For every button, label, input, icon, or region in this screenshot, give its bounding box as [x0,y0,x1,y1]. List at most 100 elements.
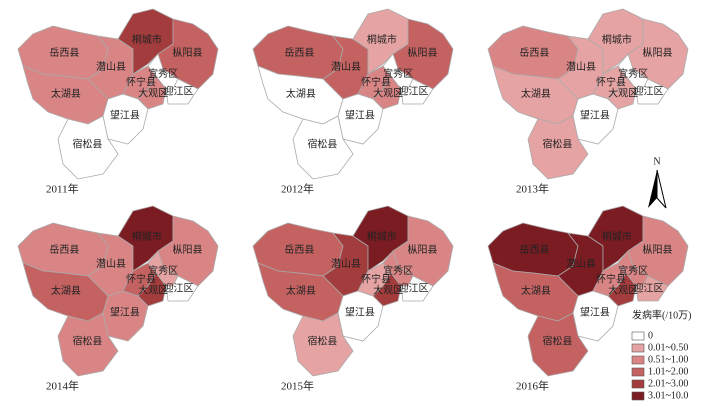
legend-label: 3.01~10.0 [648,390,688,401]
region-label: 迎江区 [634,86,664,98]
region [102,93,149,145]
region [635,275,669,302]
north-arrow-left [648,170,657,208]
region [57,312,119,377]
region-label: 大观区 [373,284,403,297]
region-label: 枞阳县 [643,243,673,256]
region [527,115,589,180]
region-label: 宿松县 [307,335,337,348]
region-label: 迎江区 [399,283,429,295]
region-label: 岳西县 [284,244,314,256]
region-label: 迎江区 [164,86,194,98]
region-label: 宿松县 [72,138,102,151]
region-label: 怀宁县 [596,272,626,285]
region [165,275,199,302]
region-label: 迎江区 [164,283,194,295]
region [165,78,199,105]
region-label: 岳西县 [519,244,549,256]
region-label: 桐城市 [132,230,162,243]
region-label: 宿松县 [542,335,572,348]
region-label: 大观区 [608,284,638,297]
region-label: 望江县 [345,108,375,121]
year-label: 2014年 [46,379,79,393]
region-label: 枞阳县 [173,46,203,59]
region-label: 宜秀区 [383,264,413,277]
region-label: 迎江区 [399,86,429,98]
region-label: 枞阳县 [173,243,203,256]
region-label: 太湖县 [51,284,81,297]
region-label: 太湖县 [286,87,316,100]
region-label: 宜秀区 [618,67,648,80]
region [572,290,619,342]
north-arrow: N [648,156,667,209]
region-label: 望江县 [580,305,610,318]
region-label: 岳西县 [284,47,314,59]
region-label: 望江县 [110,305,140,318]
region-label: 大观区 [138,87,168,100]
region-label: 潜山县 [96,257,126,270]
region-label: 大观区 [373,87,403,100]
region-label: 怀宁县 [126,272,156,285]
legend-swatch [631,343,645,353]
region-label: 太湖县 [51,87,81,100]
region [337,93,384,145]
year-label: 2012年 [281,182,314,196]
region-label: 岳西县 [49,244,79,256]
region-label: 岳西县 [49,47,79,59]
legend-label: 0 [648,330,653,341]
region-label: 太湖县 [286,284,316,297]
year-label: 2016年 [516,379,549,393]
north-arrow-right [656,169,667,209]
region-label: 宜秀区 [618,264,648,277]
region-label: 桐城市 [602,230,632,243]
legend-label: 0.01~0.50 [648,342,688,353]
region-label: 潜山县 [331,60,361,73]
region-label: 桐城市 [367,230,397,243]
legend-label: 1.01~2.00 [648,366,688,377]
legend-swatch [631,355,645,365]
region-label: 宜秀区 [148,264,178,277]
region-label: 怀宁县 [126,75,156,88]
legend-label: 2.01~3.00 [648,378,688,389]
region-label: 岳西县 [519,47,549,59]
region-label: 大观区 [138,284,168,297]
region-label: 潜山县 [331,257,361,270]
north-label: N [653,156,660,167]
region [527,312,589,377]
region-label: 宜秀区 [148,67,178,80]
region-label: 迎江区 [634,283,664,295]
region [572,93,619,145]
region-label: 桐城市 [132,33,162,46]
region [292,312,354,377]
region [635,78,669,105]
region [400,275,434,302]
region-label: 望江县 [345,305,375,318]
legend-swatch [631,379,645,389]
region [292,115,354,180]
region-label: 怀宁县 [596,75,626,88]
region-label: 望江县 [580,108,610,121]
region-label: 宜秀区 [383,67,413,80]
region [102,290,149,342]
legend-title: 发病率(/10万) [632,308,691,321]
region-label: 潜山县 [96,60,126,73]
region-label: 枞阳县 [643,46,673,59]
region [400,78,434,105]
legend-swatch [631,331,645,341]
year-label: 2015年 [281,379,314,393]
region-label: 桐城市 [367,33,397,46]
legend-label: 0.51~1.00 [648,354,688,365]
region-label: 大观区 [608,87,638,100]
region-label: 宿松县 [307,138,337,151]
region-label: 桐城市 [602,33,632,46]
region-label: 宿松县 [542,138,572,151]
region [57,115,119,180]
legend-swatch [631,367,645,377]
region-label: 枞阳县 [408,243,438,256]
